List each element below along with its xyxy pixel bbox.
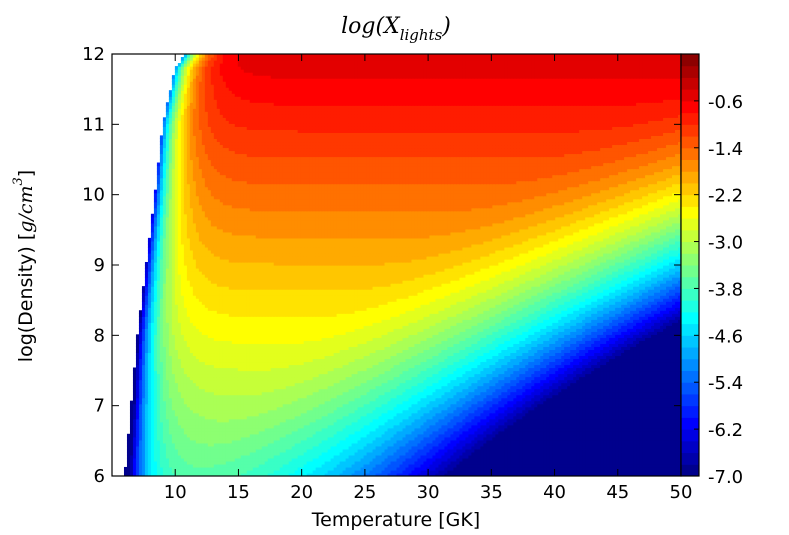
- chart-title-main: log(X: [341, 14, 401, 39]
- chart-title-subscript: lights: [400, 26, 443, 44]
- chart-title: log(Xlights): [341, 14, 451, 44]
- contour-fill: [124, 54, 682, 477]
- chart-title-close: ): [441, 14, 451, 39]
